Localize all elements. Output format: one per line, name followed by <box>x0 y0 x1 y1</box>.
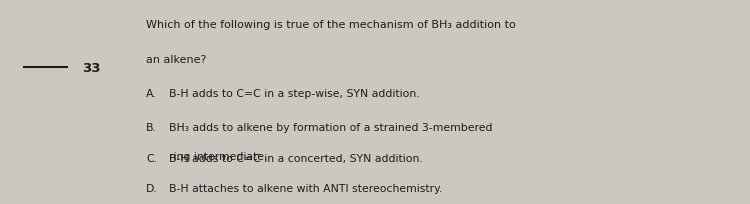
Text: Which of the following is true of the mechanism of BH₃ addition to: Which of the following is true of the me… <box>146 20 516 30</box>
Text: an alkene?: an alkene? <box>146 54 206 64</box>
Text: B-H attaches to alkene with ANTI stereochemistry.: B-H attaches to alkene with ANTI stereoc… <box>169 184 442 194</box>
Text: A.: A. <box>146 88 157 98</box>
Text: B-H adds to C=C in a step-wise, SYN addition.: B-H adds to C=C in a step-wise, SYN addi… <box>169 88 419 98</box>
Text: D.: D. <box>146 184 158 194</box>
Text: C.: C. <box>146 153 158 163</box>
Text: B.: B. <box>146 122 158 132</box>
Text: 33: 33 <box>82 62 101 74</box>
Text: BH₃ adds to alkene by formation of a strained 3-membered: BH₃ adds to alkene by formation of a str… <box>169 122 492 132</box>
Text: ring intermediate.: ring intermediate. <box>169 151 267 161</box>
Text: B-H adds to C=C in a concerted, SYN addition.: B-H adds to C=C in a concerted, SYN addi… <box>169 153 422 163</box>
